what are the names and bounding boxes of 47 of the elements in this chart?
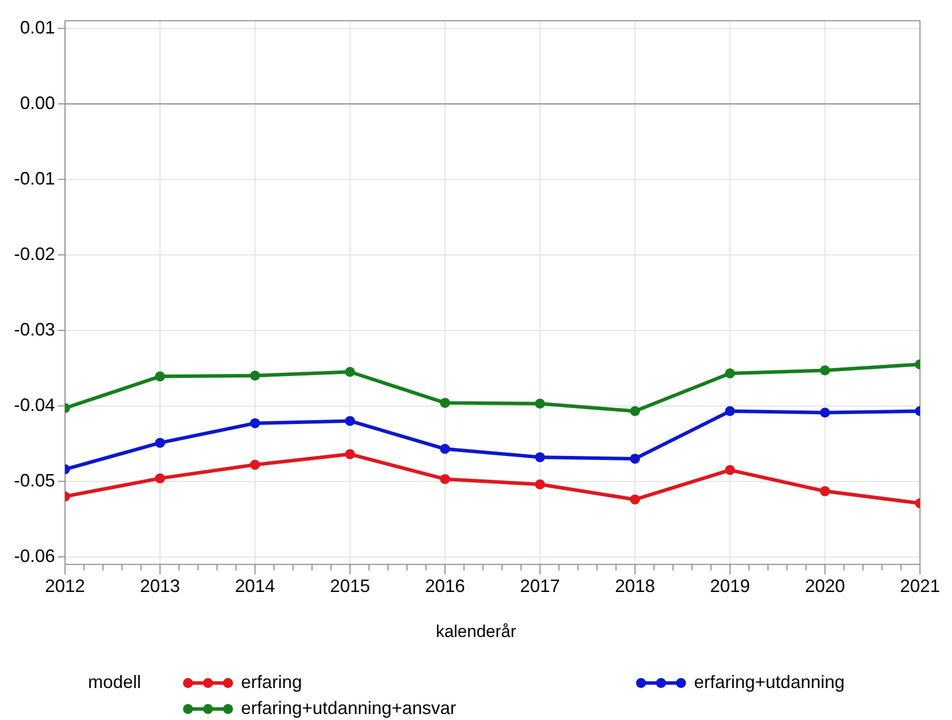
legend-label: erfaring: [241, 672, 302, 693]
x-tick-label: 2013: [140, 576, 180, 596]
x-tick-label: 2021: [900, 576, 940, 596]
point: [440, 444, 450, 454]
y-tick-label: -0.06: [14, 546, 56, 566]
y-tick-label: -0.02: [14, 244, 56, 264]
point: [535, 479, 545, 490]
y-tick-label: -0.03: [14, 319, 56, 340]
point: [345, 366, 356, 377]
y-tick-label: 0.00: [20, 92, 56, 113]
point: [820, 365, 830, 376]
x-axis-title: kalenderår: [434, 622, 518, 642]
x-tick-label: 2018: [614, 576, 656, 596]
point: [820, 486, 830, 496]
point: [345, 449, 356, 460]
legend-title: modell: [88, 672, 142, 693]
y-tick-label: -0.05: [14, 470, 56, 490]
point: [724, 368, 735, 378]
point: [630, 454, 640, 464]
point: [820, 408, 830, 418]
point: [535, 452, 545, 462]
x-tick-label: 2012: [45, 576, 86, 596]
point: [155, 473, 166, 484]
point: [250, 460, 260, 470]
legend-label: erfaring+utdanning+ansvar: [241, 698, 456, 719]
point: [155, 438, 166, 448]
point: [724, 465, 735, 476]
x-tick-label: 2015: [330, 576, 370, 596]
x-tick-label: 2017: [520, 576, 560, 596]
x-tick-label: 2020: [804, 576, 846, 596]
point: [250, 418, 260, 428]
point: [250, 370, 260, 381]
x-tick-label: 2014: [234, 576, 276, 596]
y-tick-label: -0.01: [14, 168, 56, 188]
point: [535, 398, 545, 409]
point: [440, 474, 450, 484]
point: [630, 406, 640, 416]
point: [724, 406, 735, 416]
x-tick-label: 2016: [424, 576, 466, 596]
point: [440, 398, 450, 408]
legend-label: erfaring+utdanning: [694, 672, 845, 693]
point: [155, 371, 166, 382]
y-tick-label: -0.04: [14, 394, 56, 415]
x-tick-label: 2019: [710, 576, 750, 596]
point: [345, 416, 356, 426]
point: [630, 494, 640, 504]
y-tick-label: 0.01: [20, 17, 56, 38]
